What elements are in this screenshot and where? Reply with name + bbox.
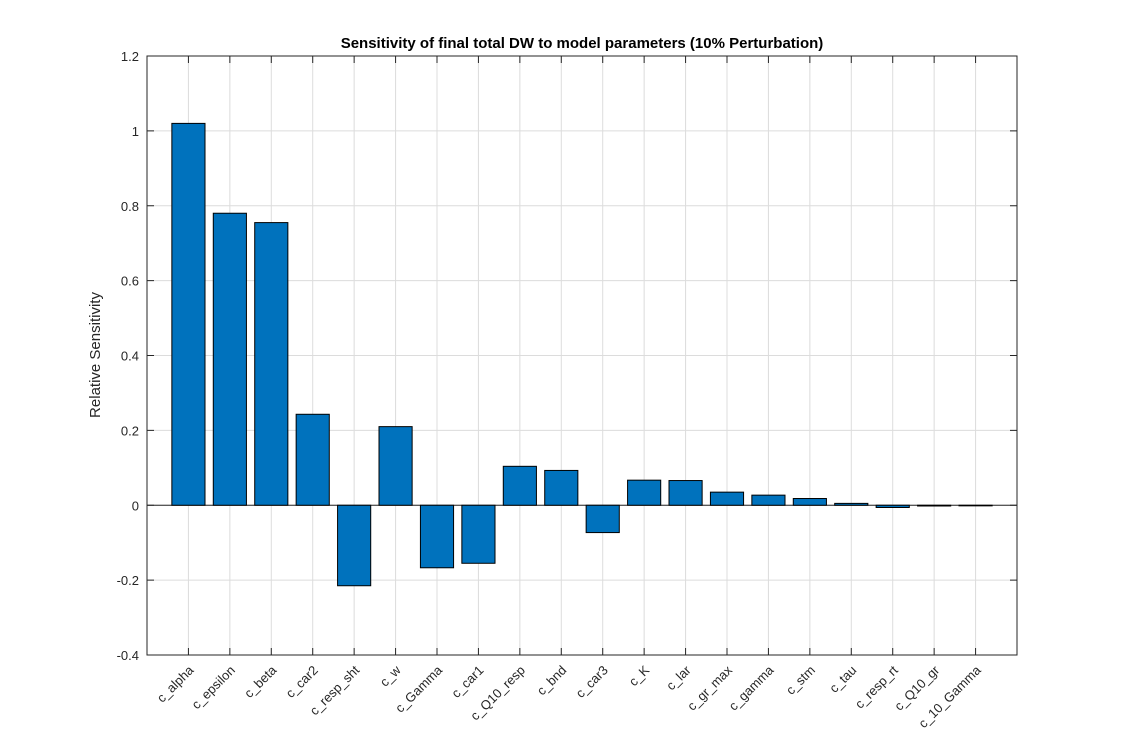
- y-tick-label: 0.8: [121, 199, 139, 214]
- bar-c-alpha: [171, 122, 206, 506]
- x-tick-label-c-car2: c_car2: [283, 663, 321, 701]
- bar-c-car1: [461, 504, 496, 564]
- x-tick-label-c-stm: c_stm: [783, 663, 818, 698]
- bar-c-car3: [585, 504, 620, 534]
- x-tick-label-c-lar: c_lar: [663, 662, 694, 693]
- x-tick-label-c-tau: c_tau: [826, 663, 859, 696]
- bar-c-tau: [834, 502, 869, 506]
- y-tick-label: 1: [132, 124, 139, 139]
- y-tick-label: 0.2: [121, 423, 139, 438]
- bar-c-beta: [254, 222, 289, 506]
- y-tick-label: 0.6: [121, 274, 139, 289]
- bar-c-resp-sht: [337, 504, 372, 587]
- y-tick-label: -0.2: [117, 573, 139, 588]
- x-tick-label-c-w: c_w: [377, 662, 404, 689]
- bar-c-bnd: [544, 469, 579, 506]
- bar-c-gr-max: [709, 491, 745, 506]
- x-tick-label-c-gamma: c_gamma: [726, 662, 778, 714]
- bar-c-gamma: [751, 494, 786, 506]
- bar-c-10-gamma: [958, 504, 993, 507]
- bar-c-w: [378, 426, 413, 506]
- bar-c-resp-rt: [875, 504, 910, 508]
- bar-c-lar: [668, 480, 703, 506]
- x-tick-label-c-car1: c_car1: [448, 663, 486, 701]
- x-tick-label-c-beta: c_beta: [241, 662, 280, 701]
- y-tick-label: -0.4: [117, 648, 139, 663]
- x-tick-label-c-car3: c_car3: [573, 663, 611, 701]
- y-tick-label: 1.2: [121, 49, 139, 64]
- x-tick-label-c-bnd: c_bnd: [534, 663, 570, 699]
- y-axis-ticks: -0.4 -0.2 0 0.2 0.4 0.6 0.8 1 1.2: [117, 49, 1017, 663]
- bar-c-epsilon: [212, 212, 247, 506]
- bar-c-gamma: [419, 504, 455, 569]
- bar-c-stm: [792, 498, 827, 506]
- bar-c-car2: [295, 413, 330, 506]
- bar-c-q10-resp: [502, 465, 537, 506]
- y-tick-label: 0: [132, 498, 139, 513]
- y-tick-label: 0.4: [121, 349, 139, 364]
- bar-c-q10-gr: [917, 504, 952, 507]
- bar-series: [171, 122, 993, 587]
- bar-c-k: [627, 479, 662, 506]
- x-tick-label-c-epsilon: c_epsilon: [189, 663, 238, 712]
- y-axis-label: Relative Sensitivity: [87, 292, 104, 418]
- chart-title: Sensitivity of final total DW to model p…: [341, 35, 824, 52]
- x-tick-label-c-k: c_K: [626, 662, 653, 689]
